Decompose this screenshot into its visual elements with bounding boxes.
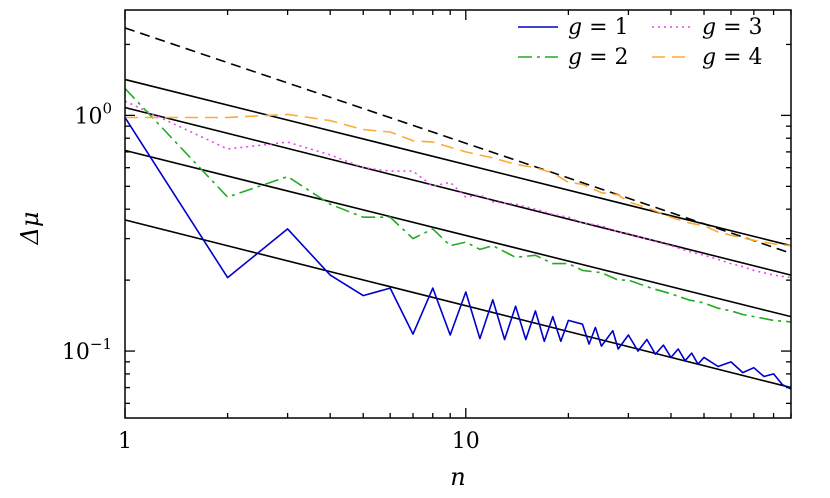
x-axis-label: n [450, 463, 465, 491]
legend: g = 1 g = 2 g = 3 g = 4 [518, 15, 763, 70]
x-tick-label: 1 [118, 429, 132, 454]
plot-frame [124, 9, 792, 419]
y-axis-label: Δμ [16, 212, 44, 246]
legend-label-g2: g = 2 [568, 45, 629, 70]
ticks-layer [124, 10, 792, 418]
reference-lines [124, 27, 792, 389]
series-line-g3 [124, 100, 792, 279]
plot-area-background [125, 10, 791, 418]
legend-label-g4: g = 4 [702, 45, 763, 70]
power-law-fit-line [124, 149, 792, 318]
data-series [124, 87, 792, 390]
power-law-fit-line [124, 106, 792, 276]
y-tick-label: 10−1 [62, 335, 112, 365]
series-line-g2 [124, 87, 792, 323]
y-tick-label: 100 [74, 99, 112, 129]
power-law-fit-line [124, 78, 792, 247]
tick-labels: 1 10 10−1 100 [62, 99, 480, 454]
power-law-fit-line [124, 219, 792, 389]
series-line-g4 [125, 113, 792, 247]
legend-label-g3: g = 3 [702, 15, 763, 40]
x-tick-label: 10 [452, 429, 480, 454]
series-line-g1 [124, 117, 792, 390]
legend-label-g1: g = 1 [568, 15, 629, 40]
power-law-fit-line [124, 27, 792, 255]
